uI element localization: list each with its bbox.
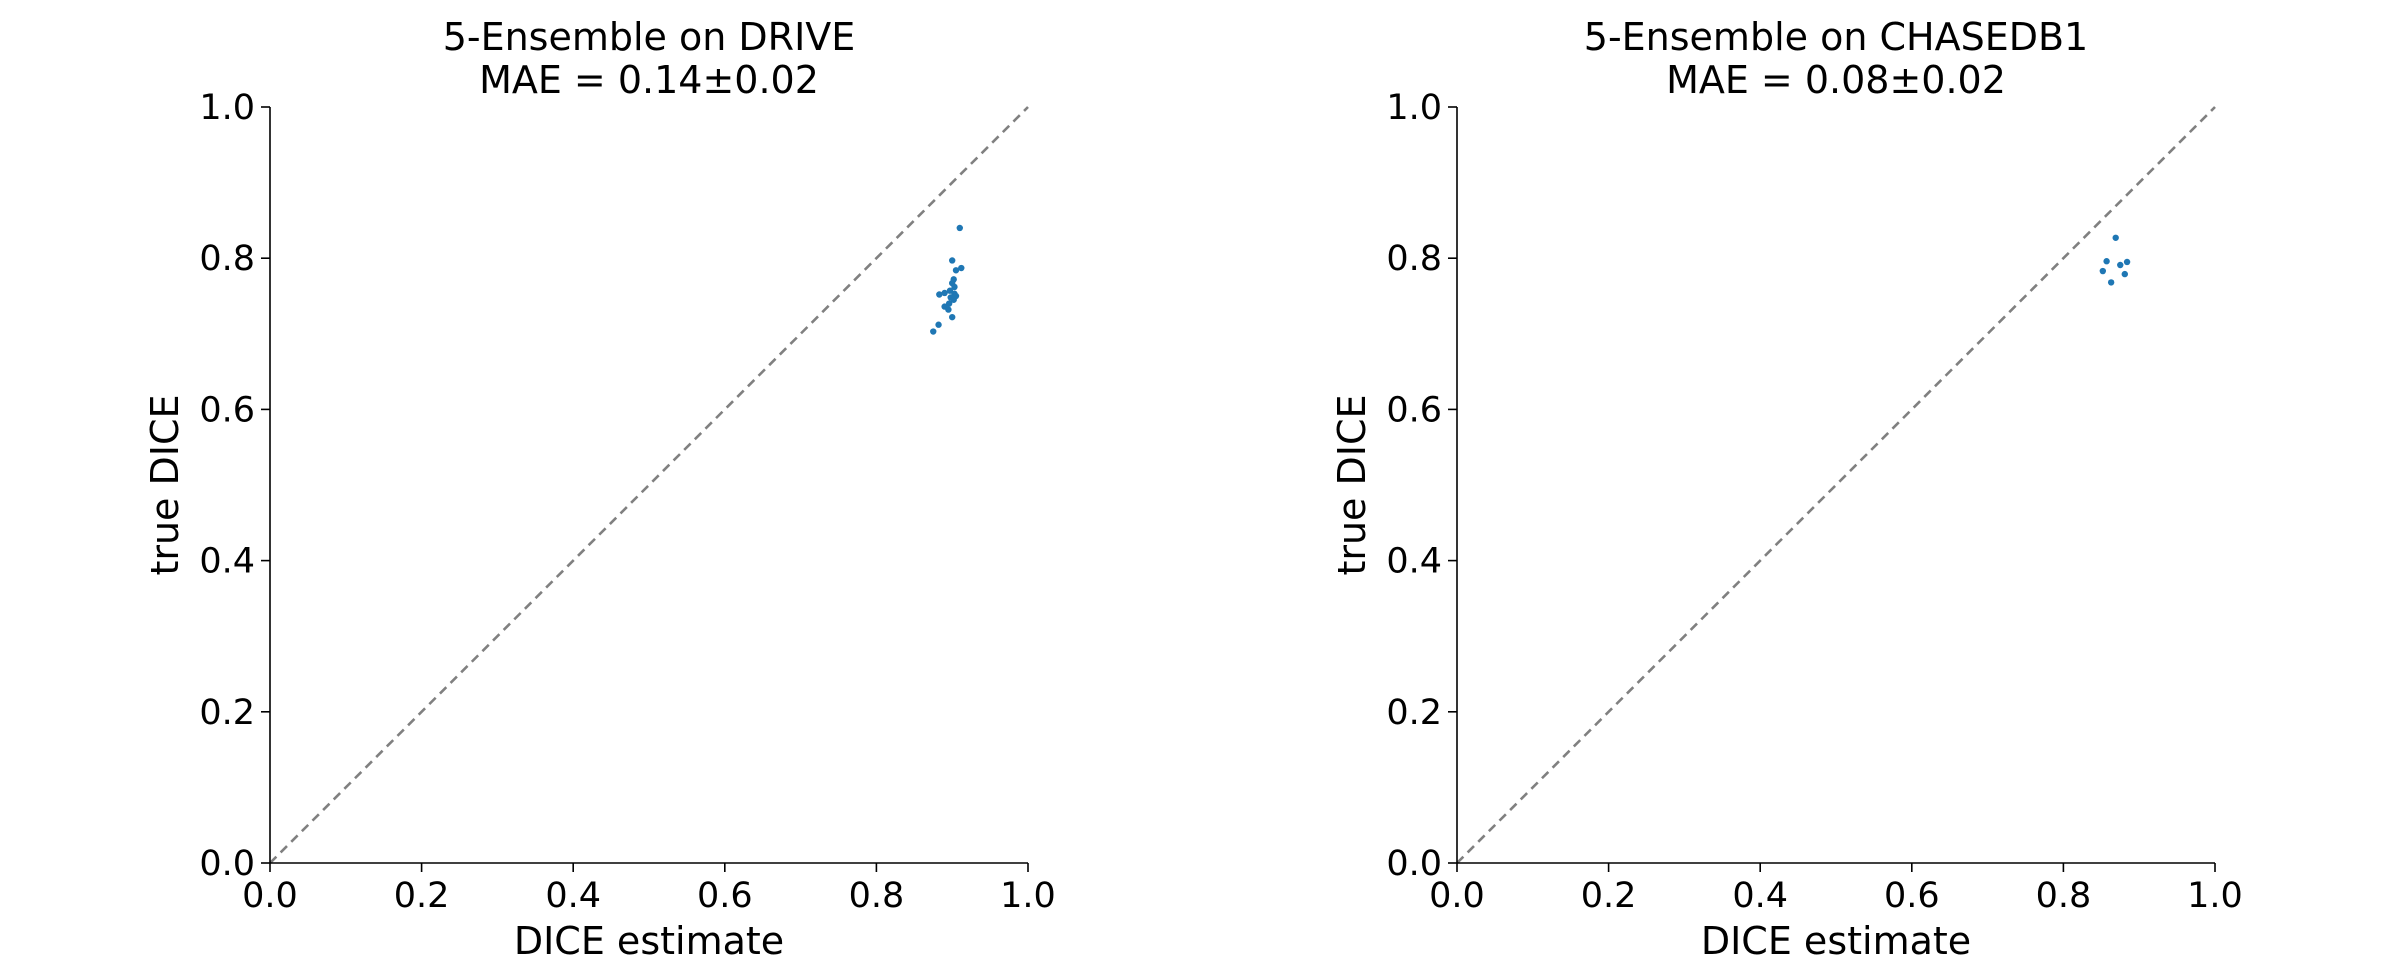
- data-point: [2123, 258, 2131, 266]
- y-tick-label: 0.2: [199, 693, 255, 733]
- y-axis-label: true DICE: [143, 394, 187, 575]
- data-point: [941, 289, 948, 297]
- y-tick-label: 1.0: [199, 88, 255, 128]
- x-tick-label: 0.8: [849, 876, 905, 916]
- y-tick-label: 0.6: [1386, 390, 1442, 430]
- y-tick-label: 1.0: [1386, 88, 1442, 128]
- x-tick-label: 0.6: [1884, 876, 1940, 916]
- identity-reference-line: [1456, 106, 2216, 864]
- y-tick-label: 0.0: [199, 844, 255, 884]
- data-point: [2103, 258, 2110, 265]
- x-tick-label: 0.6: [697, 876, 753, 916]
- data-point: [2099, 267, 2107, 275]
- x-tick-label: 0.0: [242, 876, 298, 916]
- data-point: [946, 287, 954, 294]
- data-point: [952, 267, 960, 274]
- chart-title-line-2: MAE = 0.08±0.02: [1666, 58, 2006, 102]
- data-point: [958, 264, 965, 272]
- data-point: [951, 283, 958, 291]
- x-tick-label: 0.8: [2036, 876, 2092, 916]
- data-point: [935, 321, 942, 328]
- data-point: [2117, 261, 2124, 269]
- y-tick-label: 0.2: [1386, 693, 1442, 733]
- data-point: [949, 257, 956, 264]
- x-tick-label: 0.0: [1429, 876, 1485, 916]
- x-tick-label: 0.2: [1581, 876, 1637, 916]
- y-tick-label: 0.4: [199, 542, 255, 582]
- data-point: [945, 306, 952, 313]
- data-point: [930, 328, 937, 335]
- chart-title-line-2: MAE = 0.14±0.02: [479, 58, 819, 102]
- data-point: [2121, 270, 2128, 278]
- y-tick-label: 0.6: [199, 390, 255, 430]
- x-tick-label: 0.4: [545, 876, 601, 916]
- data-point: [2112, 234, 2119, 241]
- x-tick-label: 0.4: [1732, 876, 1788, 916]
- chart-title-line-1: 5-Ensemble on CHASEDB1: [1584, 15, 2088, 59]
- x-tick-label: 1.0: [1000, 876, 1056, 916]
- chart-title-line-1: 5-Ensemble on DRIVE: [443, 15, 856, 59]
- x-axis-label: DICE estimate: [514, 919, 784, 963]
- data-point: [950, 296, 957, 303]
- y-tick-label: 0.8: [1386, 239, 1442, 279]
- data-point: [945, 300, 953, 307]
- identity-reference-line: [269, 106, 1029, 864]
- y-axis-label: true DICE: [1330, 394, 1374, 575]
- data-point: [949, 313, 956, 321]
- x-tick-label: 1.0: [2187, 876, 2243, 916]
- y-tick-label: 0.8: [199, 239, 255, 279]
- y-tick-label: 0.4: [1386, 542, 1442, 582]
- data-point: [936, 291, 943, 298]
- y-tick-label: 0.0: [1386, 844, 1442, 884]
- x-axis-label: DICE estimate: [1701, 919, 1971, 963]
- x-tick-label: 0.2: [394, 876, 450, 916]
- data-point: [2107, 279, 2115, 286]
- data-point: [956, 224, 963, 232]
